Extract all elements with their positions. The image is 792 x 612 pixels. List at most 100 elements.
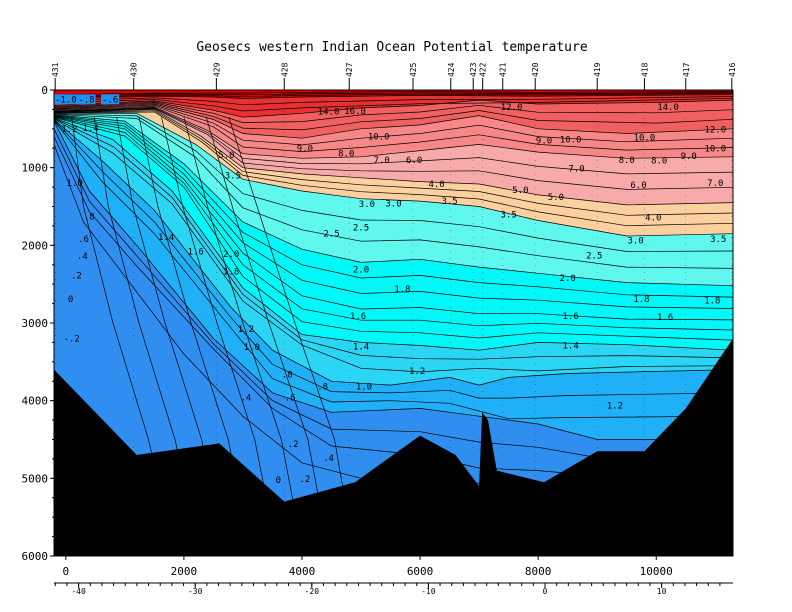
- isotherm: [54, 112, 733, 237]
- y-tick-label: 3000: [22, 317, 49, 330]
- isotherm: [54, 113, 733, 252]
- station-label: 428: [280, 62, 289, 77]
- isotherm: [54, 104, 733, 146]
- y-tick-label: 4000: [22, 395, 49, 408]
- x-tick-label: 6000: [407, 565, 434, 578]
- contour-label: -.8: [78, 95, 94, 105]
- chart-title: Geosecs western Indian Ocean Potential t…: [196, 40, 588, 55]
- y-tick-label: 1000: [22, 162, 49, 175]
- station-label: 431: [51, 62, 60, 77]
- lat-tick-label: -40: [71, 587, 86, 596]
- isotherm: [54, 101, 733, 123]
- isotherm: [54, 116, 733, 331]
- x-tick-label: 0: [62, 565, 69, 578]
- contour-label: .2: [71, 272, 82, 282]
- contour-label: 1.2: [61, 125, 77, 135]
- lat-tick-label: 10: [657, 587, 667, 596]
- contour-label: 2.5: [323, 230, 339, 240]
- x-tick-label: 2000: [171, 565, 198, 578]
- contour-label: .4: [240, 394, 251, 404]
- contour-label: 12.0: [501, 103, 523, 113]
- isotherm: [54, 108, 733, 190]
- isotherm: [54, 99, 733, 118]
- contour-label: 0: [68, 295, 73, 305]
- station-label: 421: [499, 62, 508, 77]
- contour-label: 2.5: [586, 251, 602, 261]
- isotherm: [54, 117, 733, 341]
- contour-label: .4: [323, 454, 334, 464]
- contour-label: 1.6: [657, 313, 673, 323]
- x-tick-label: 8000: [525, 565, 552, 578]
- y-tick-label: 6000: [22, 550, 49, 563]
- isotherm: [183, 117, 297, 518]
- contour-label: 12.0: [704, 126, 726, 136]
- isotherm: [54, 115, 733, 298]
- isotherm: [54, 119, 733, 386]
- contour-label: 5.0: [218, 151, 234, 161]
- contour-label: 1.8: [633, 295, 649, 305]
- x-tick-label: 10000: [640, 565, 673, 578]
- contour-label: 1.0: [244, 343, 260, 353]
- contour-label: 1.8: [394, 285, 410, 295]
- isotherm: [54, 113, 733, 269]
- contour-label: 14.0: [318, 108, 340, 118]
- contour-label: 9.0: [297, 144, 313, 154]
- station-label: 416: [728, 62, 737, 77]
- contour-label: 3.5: [501, 210, 517, 220]
- contour-label: 10.0: [368, 133, 390, 143]
- station-label: 422: [479, 62, 488, 77]
- contour-label: 10.0: [560, 136, 582, 146]
- isotherm: [54, 136, 733, 477]
- station-label: 430: [130, 62, 139, 77]
- contour-label: .6: [285, 394, 296, 404]
- contour-label: 8.0: [338, 150, 354, 160]
- isotherm: [54, 115, 733, 309]
- contour-label: 3.5: [225, 171, 241, 181]
- contour-label: 1.6: [562, 312, 578, 322]
- contour-label: 2.0: [223, 250, 239, 260]
- seafloor-profile: [54, 338, 733, 556]
- isotherm: [54, 93, 733, 99]
- isotherm: [205, 117, 323, 518]
- contour-label: 2.0: [353, 265, 369, 275]
- station-label: 425: [409, 62, 418, 77]
- isotherm: [54, 114, 733, 287]
- contour-label: 7.0: [374, 156, 390, 166]
- station-label: 424: [447, 62, 456, 77]
- contour-label: 3.0: [627, 237, 643, 247]
- x-tick-label: 4000: [289, 565, 316, 578]
- isotherm: [228, 117, 349, 518]
- y-tick-label: 0: [41, 84, 48, 97]
- contour-label: -1.0: [55, 95, 77, 105]
- isotherm: [54, 120, 733, 440]
- lat-tick-label: -20: [305, 587, 320, 596]
- contour-label: .2: [288, 440, 299, 450]
- contour-label: 1.8: [223, 268, 239, 278]
- contour-label: .2: [300, 475, 311, 485]
- contour-label: 3.5: [710, 235, 726, 245]
- contour-label: 16.0: [344, 107, 366, 117]
- lat-tick-label: 0: [543, 587, 548, 596]
- isotherm: [54, 94, 733, 100]
- isotherm: [54, 117, 733, 351]
- isotherm: [54, 109, 733, 206]
- contour-label: 9.0: [681, 152, 697, 162]
- contour-label: 7.0: [707, 179, 723, 189]
- temperature-bands: [54, 90, 733, 556]
- contour-label: 0: [276, 476, 281, 486]
- lat-tick-label: -30: [188, 587, 203, 596]
- contour-label: 5.0: [548, 193, 564, 203]
- contour-label: 1.6: [350, 312, 366, 322]
- contour-label: 2.0: [560, 274, 576, 284]
- contour-label: 3.5: [441, 197, 457, 207]
- station-label: 420: [531, 62, 540, 77]
- contour-label: 1.6: [188, 248, 204, 258]
- contour-label: .8: [282, 370, 293, 380]
- station-label: 418: [640, 62, 649, 77]
- contour-label: 10.0: [704, 144, 726, 154]
- isotherm: [54, 96, 733, 106]
- contour-label: -.6: [102, 95, 118, 105]
- contour-label: 8.0: [651, 157, 667, 167]
- contour-label: 1.2: [238, 325, 254, 335]
